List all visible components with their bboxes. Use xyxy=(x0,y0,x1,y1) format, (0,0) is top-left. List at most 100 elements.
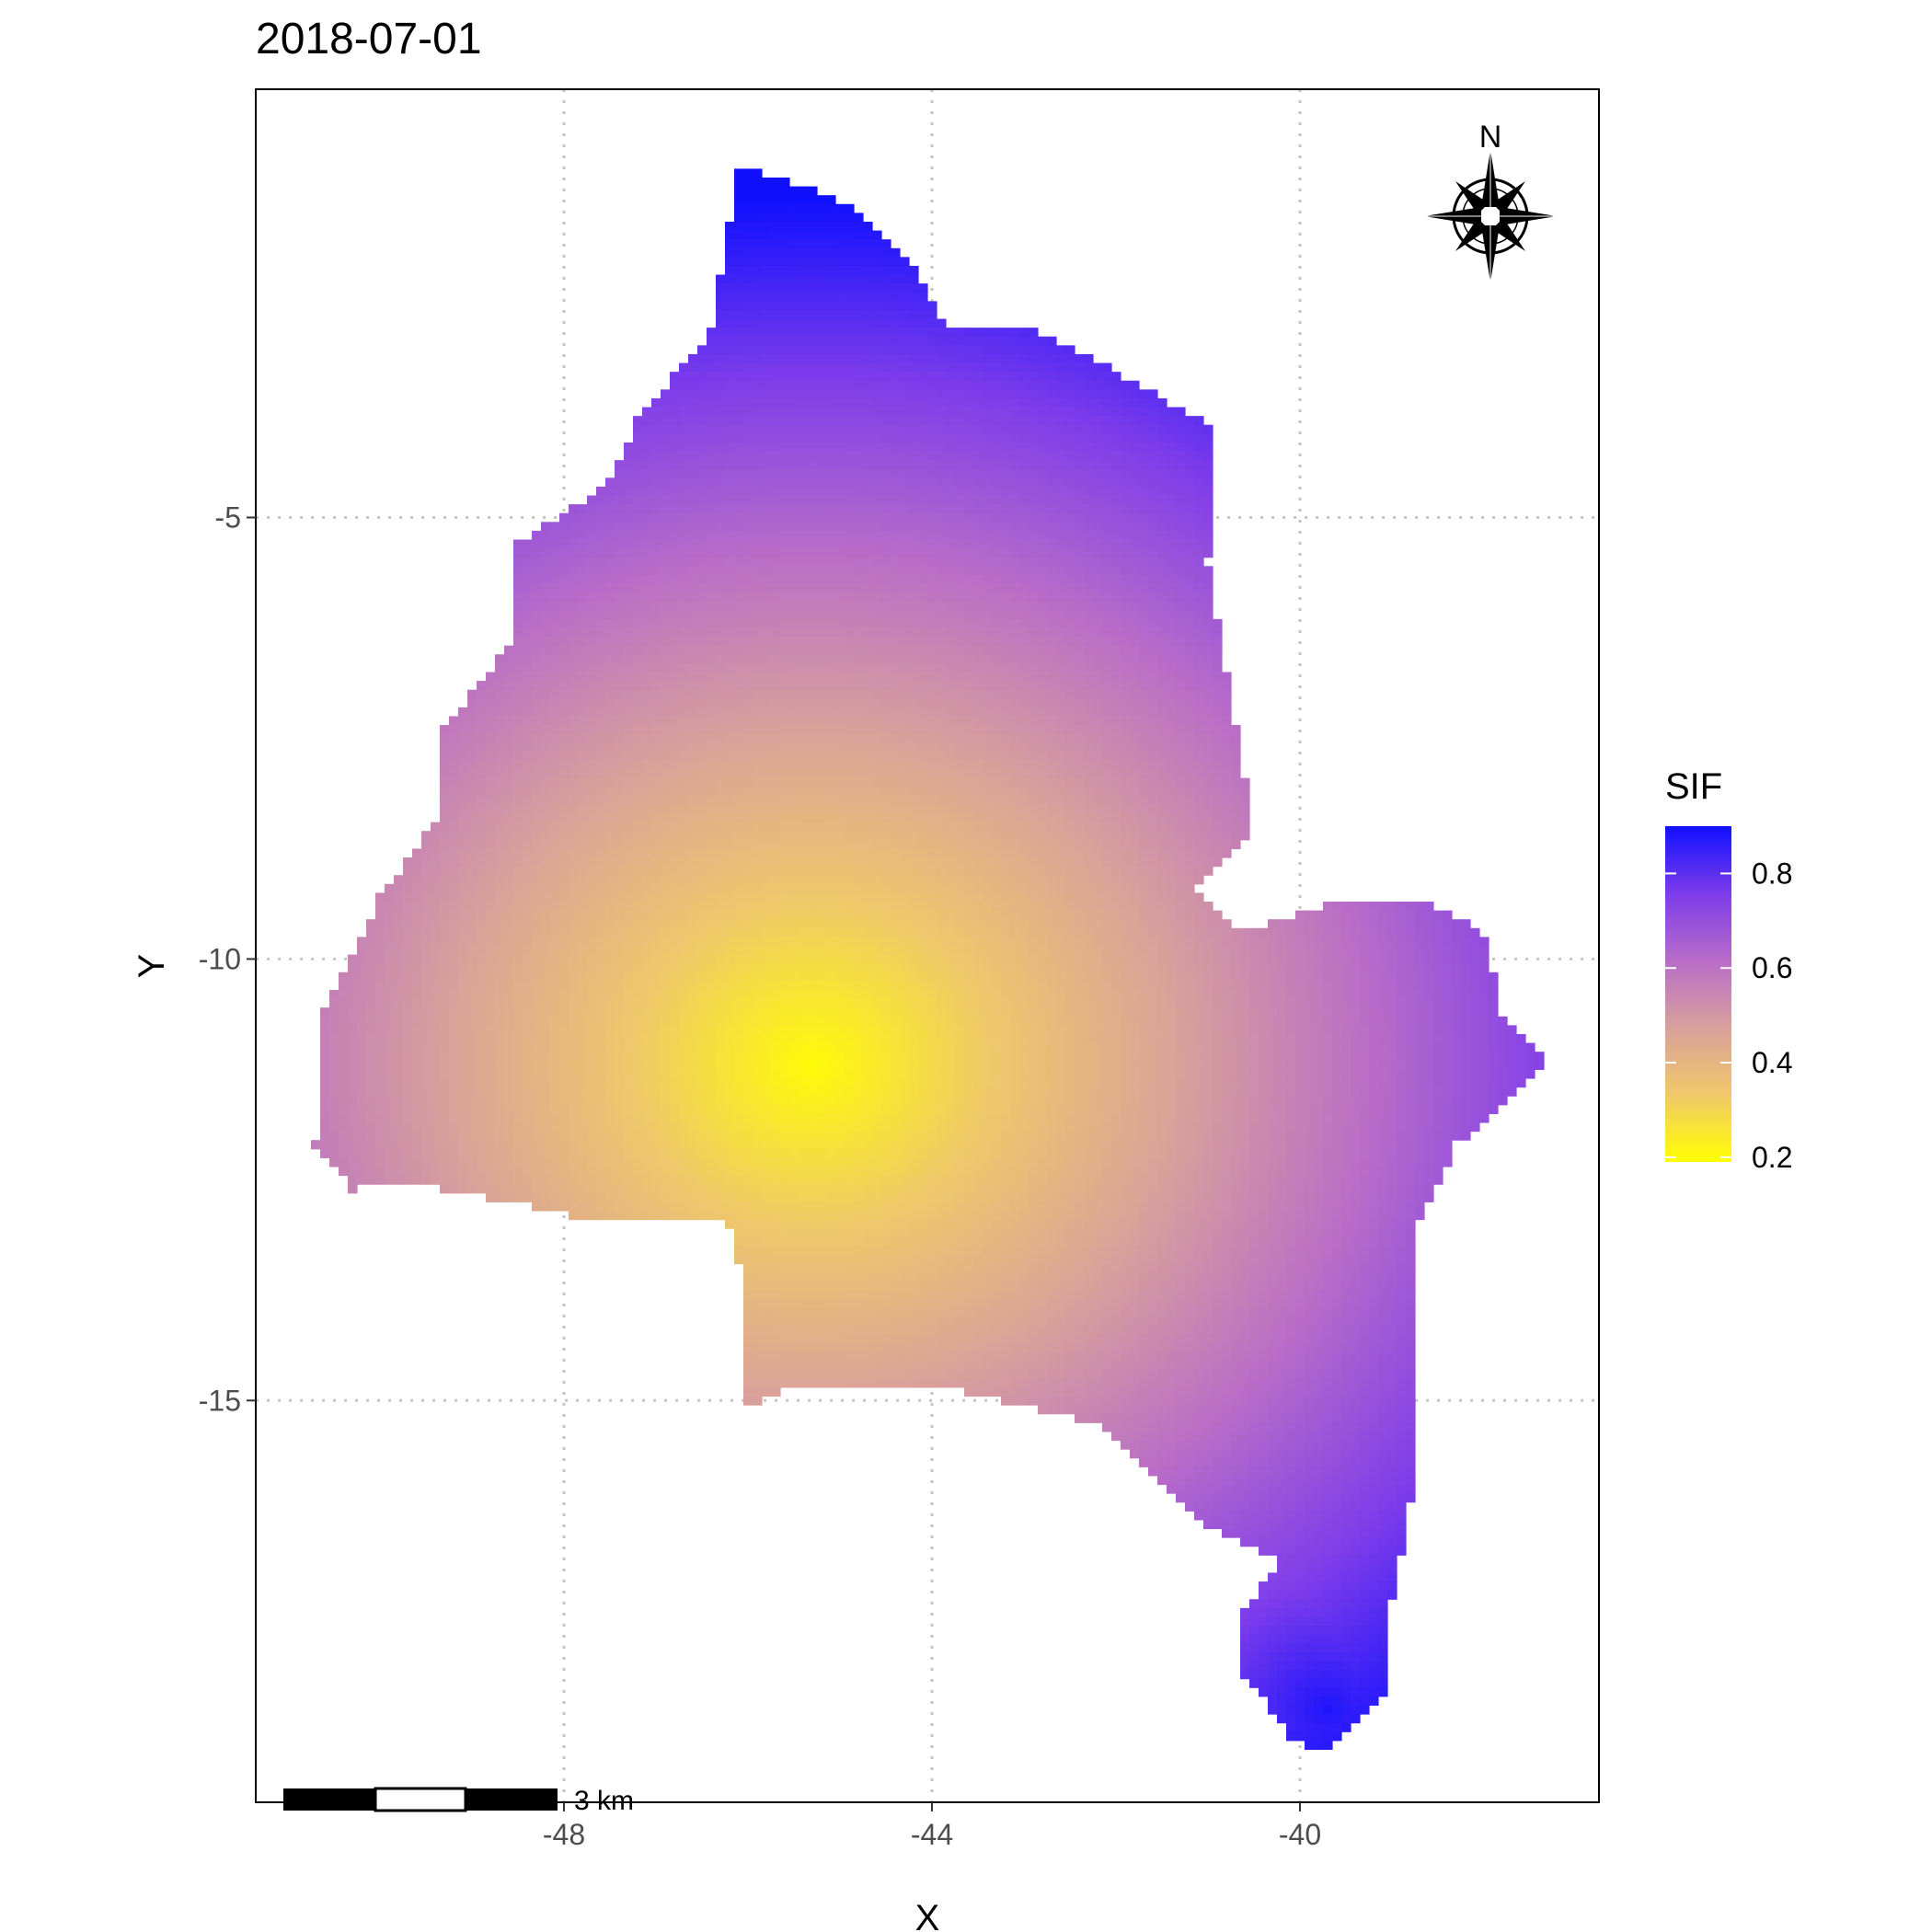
raster-cell xyxy=(900,389,910,399)
raster-cell xyxy=(863,566,873,576)
raster-cell xyxy=(1075,566,1085,576)
raster-cell xyxy=(826,813,836,823)
raster-cell xyxy=(845,213,855,223)
raster-cell xyxy=(440,831,450,841)
raster-cell xyxy=(513,822,523,832)
raster-cell xyxy=(1139,433,1149,443)
raster-cell xyxy=(707,777,717,788)
raster-cell xyxy=(743,407,753,417)
raster-cell xyxy=(799,442,809,453)
raster-cell xyxy=(523,681,533,691)
raster-cell xyxy=(670,592,680,603)
raster-cell xyxy=(688,530,698,541)
raster-cell xyxy=(523,672,533,682)
raster-cell xyxy=(1130,875,1140,885)
raster-cell xyxy=(863,239,873,249)
raster-cell xyxy=(1047,566,1057,576)
raster-cell xyxy=(973,777,983,788)
raster-cell xyxy=(642,777,652,788)
raster-cell xyxy=(743,309,753,320)
raster-cell xyxy=(872,460,882,470)
raster-cell xyxy=(569,848,579,858)
raster-cell xyxy=(716,839,726,850)
raster-cell xyxy=(1075,698,1085,708)
raster-cell xyxy=(927,751,937,762)
raster-cell xyxy=(964,689,974,699)
raster-cell xyxy=(835,451,845,461)
raster-cell xyxy=(504,839,514,850)
raster-cell xyxy=(1001,839,1011,850)
raster-cell xyxy=(946,610,956,620)
raster-cell xyxy=(1111,539,1121,549)
raster-cell xyxy=(633,574,643,585)
raster-cell xyxy=(532,831,542,841)
raster-cell xyxy=(973,574,983,585)
raster-cell xyxy=(780,522,790,532)
raster-cell xyxy=(799,760,809,770)
sif-raster xyxy=(311,168,1545,1751)
raster-cell xyxy=(863,601,873,611)
raster-cell xyxy=(1130,495,1140,505)
raster-cell xyxy=(615,477,625,488)
raster-cell xyxy=(863,822,873,832)
raster-cell xyxy=(937,336,947,346)
raster-cell xyxy=(1102,442,1112,453)
raster-cell xyxy=(642,583,652,593)
raster-cell xyxy=(808,848,818,858)
raster-cell xyxy=(789,716,799,726)
raster-cell xyxy=(633,866,643,876)
raster-cell xyxy=(707,866,717,876)
raster-cell xyxy=(937,583,947,593)
raster-cell xyxy=(1001,610,1011,620)
raster-cell xyxy=(707,345,717,355)
raster-cell xyxy=(467,777,477,788)
raster-cell xyxy=(596,795,606,806)
raster-cell xyxy=(753,539,763,549)
raster-cell xyxy=(615,654,625,664)
raster-cell xyxy=(900,733,910,743)
raster-cell xyxy=(799,627,809,638)
raster-cell xyxy=(486,883,496,894)
raster-cell xyxy=(918,486,928,497)
raster-cell xyxy=(633,566,643,576)
raster-cell xyxy=(707,416,717,426)
raster-cell xyxy=(927,442,937,453)
raster-cell xyxy=(559,681,569,691)
raster-cell xyxy=(504,795,514,806)
raster-cell xyxy=(753,804,763,814)
raster-cell xyxy=(845,857,855,868)
raster-cell xyxy=(835,857,845,868)
raster-cell xyxy=(743,239,753,249)
raster-cell xyxy=(1148,725,1158,735)
raster-cell xyxy=(1084,433,1094,443)
raster-cell xyxy=(697,592,707,603)
raster-cell xyxy=(964,336,974,346)
raster-cell xyxy=(808,301,818,311)
raster-cell xyxy=(486,875,496,885)
raster-cell xyxy=(1148,857,1158,868)
raster-cell xyxy=(918,662,928,673)
raster-cell xyxy=(578,751,588,762)
raster-cell xyxy=(1093,848,1103,858)
raster-cell xyxy=(734,397,744,408)
raster-cell xyxy=(578,725,588,735)
raster-cell xyxy=(1185,424,1195,434)
raster-cell xyxy=(753,451,763,461)
raster-cell xyxy=(403,883,413,894)
raster-cell xyxy=(964,751,974,762)
raster-cell xyxy=(559,592,569,603)
raster-cell xyxy=(762,495,772,505)
raster-cell xyxy=(771,733,781,743)
raster-cell xyxy=(688,689,698,699)
raster-cell xyxy=(1093,592,1103,603)
raster-cell xyxy=(983,831,993,841)
raster-cell xyxy=(642,530,652,541)
raster-cell xyxy=(458,866,468,876)
raster-cell xyxy=(1047,813,1057,823)
raster-cell xyxy=(1121,380,1131,390)
raster-cell xyxy=(1167,875,1177,885)
raster-cell xyxy=(679,866,689,876)
raster-cell xyxy=(1075,442,1085,453)
raster-cell xyxy=(854,213,864,223)
raster-cell xyxy=(587,548,597,558)
